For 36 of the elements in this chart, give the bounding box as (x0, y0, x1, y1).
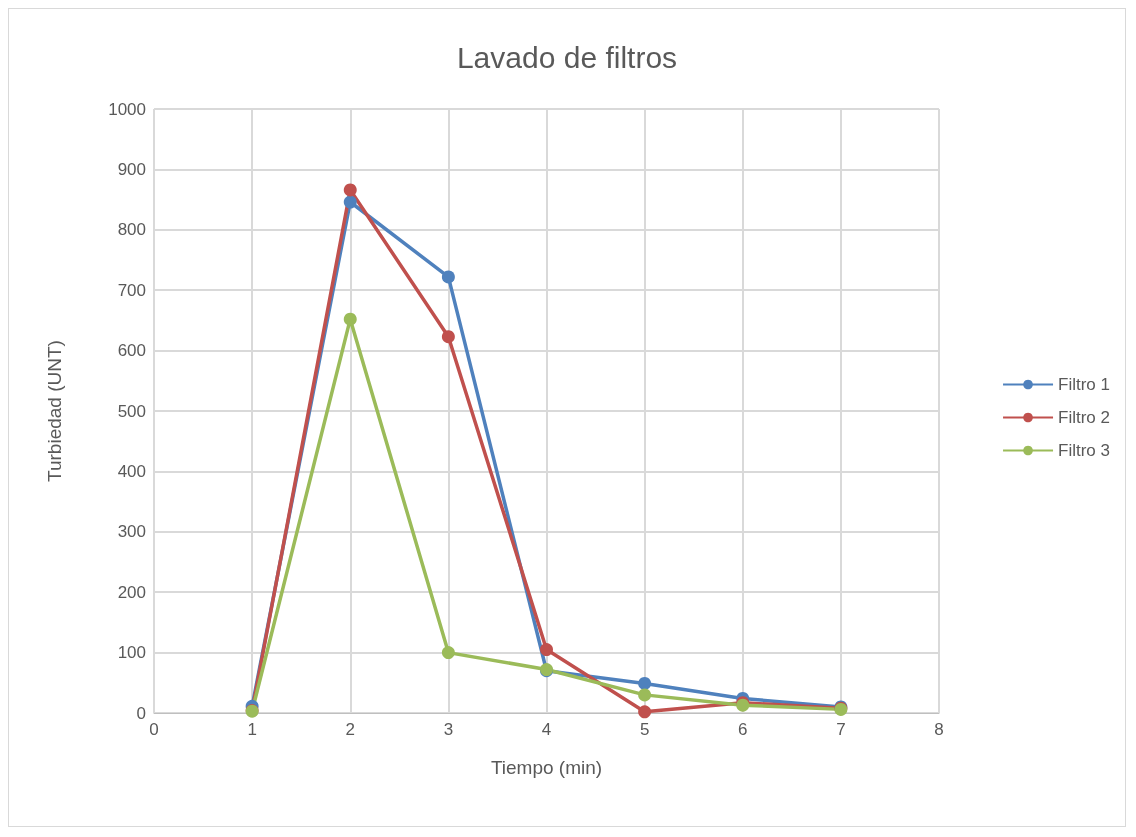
point (441, 270, 455, 284)
point (638, 705, 652, 719)
y-tick-label: 100 (117, 643, 146, 663)
x-tick-label: 2 (345, 720, 355, 739)
x-tick-label: 7 (836, 720, 846, 739)
point (343, 195, 357, 209)
point (540, 643, 553, 657)
point (638, 676, 652, 690)
x-tick-label: 6 (738, 720, 748, 739)
x-axis-title: Tiempo (min) (490, 757, 603, 778)
chart-title: Lavado de filtros (456, 40, 678, 74)
x-tick-label: 3 (443, 720, 454, 739)
legend-label: Filtro 2 (1058, 408, 1111, 427)
x-tick-label: 0 (149, 720, 159, 739)
point (441, 646, 455, 660)
y-tick-label: 700 (117, 280, 146, 300)
x-tick-label: 4 (541, 720, 552, 739)
y-tick-label: 500 (117, 401, 146, 421)
legend-label: Filtro 1 (1058, 375, 1111, 394)
y-tick-label: 400 (117, 461, 146, 481)
point (343, 312, 357, 326)
y-tick-label: 300 (117, 522, 146, 542)
legend-label: Filtro 3 (1058, 441, 1111, 460)
y-tick-label: 900 (117, 159, 146, 179)
y-tick-label: 1000 (108, 99, 146, 119)
y-tick-label: 0 (136, 703, 146, 723)
point (638, 688, 652, 702)
x-tick-label: 5 (639, 720, 650, 739)
x-tick-label: 8 (934, 720, 944, 739)
x-tick-label: 1 (247, 720, 257, 739)
y-tick-label: 600 (117, 341, 146, 361)
y-axis-title: Turbiedad (UNT) (44, 340, 65, 482)
y-tick-label: 800 (117, 220, 146, 240)
y-tick-label: 200 (117, 582, 146, 602)
point (441, 330, 455, 344)
point (343, 183, 357, 197)
